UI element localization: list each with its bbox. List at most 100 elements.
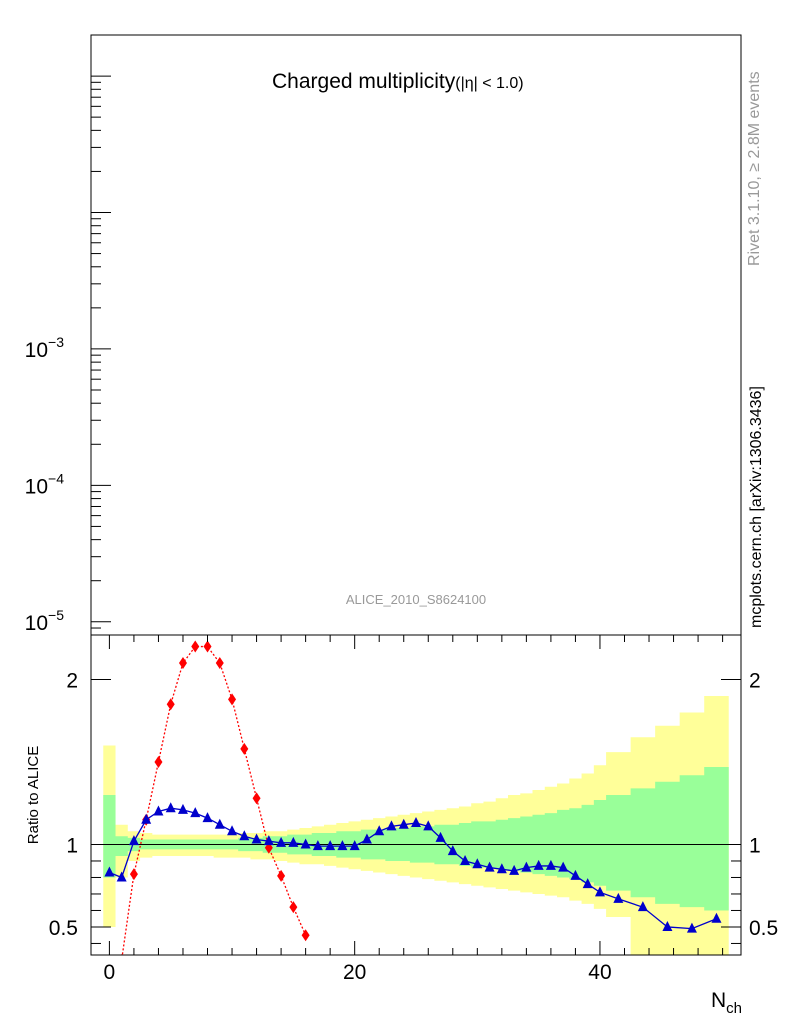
ratio-series xyxy=(104,640,722,955)
blue-triangle-marker xyxy=(521,861,532,872)
blue-triangle-marker xyxy=(509,864,520,875)
blue-triangle-marker xyxy=(711,912,722,923)
blue-triangle-marker xyxy=(447,845,458,856)
blue-triangle-marker xyxy=(411,817,421,828)
main-y-axis xyxy=(91,34,111,636)
red-diamond-marker xyxy=(215,657,224,670)
main-y-tick-label: 10−5 xyxy=(25,607,65,635)
rivet-version-label: Rivet 3.1.10, ≥ 2.8M events xyxy=(746,71,763,266)
plot-title: Charged multiplicity(|η| < 1.0) xyxy=(272,70,524,93)
blue-triangle-marker xyxy=(386,820,397,831)
blue-triangle-marker xyxy=(276,836,287,847)
blue-triangle-marker xyxy=(570,869,581,880)
red-diamond-marker xyxy=(120,953,123,955)
blue-triangle-marker xyxy=(686,922,697,933)
blue-triangle-marker xyxy=(141,813,152,824)
blue-triangle-marker xyxy=(202,812,213,823)
inner-uncertainty-band xyxy=(103,766,729,911)
x-tick-label: 40 xyxy=(588,961,611,984)
blue-triangle-marker xyxy=(165,802,176,813)
red-diamond-marker xyxy=(289,901,298,914)
ratio-axes-ticks xyxy=(91,635,741,955)
blue-triangle-marker xyxy=(263,835,274,846)
blue-triangle-marker xyxy=(239,830,250,841)
blue-triangle-marker xyxy=(227,825,238,836)
blue-triangle-marker xyxy=(594,886,605,897)
x-axis-label-sub: ch xyxy=(726,1000,742,1017)
red-diamond-marker xyxy=(154,756,163,769)
ratio-tick-labels: 0 20 40 0.5 0.5 1 1 2 2 xyxy=(49,670,778,984)
blue-triangle-marker xyxy=(533,859,544,870)
blue-triangle-marker xyxy=(177,803,188,814)
blue-triangle-marker xyxy=(251,833,262,844)
blue-triangle-marker xyxy=(214,818,225,829)
blue-triangle-marker xyxy=(288,836,299,847)
uncertainty-bands xyxy=(103,696,729,955)
plot-title-main: Charged multiplicity xyxy=(272,70,456,93)
blue-triangle-marker xyxy=(558,861,569,872)
blue-triangle-marker xyxy=(613,892,624,903)
blue-triangle-marker xyxy=(582,878,593,889)
blue-triangle-marker xyxy=(484,861,495,872)
main-y-tick-label: 10−4 xyxy=(25,470,65,498)
main-y-tick-exponent: −3 xyxy=(48,334,64,350)
main-y-tick-label: 10−3 xyxy=(25,334,65,362)
source-label: mcplots.cern.ch [arXiv:1306.3436] xyxy=(748,386,765,628)
x-tick-label: 0 xyxy=(104,961,116,984)
ratio-y-tick-label-right: 2 xyxy=(749,670,761,693)
red-diamond-marker xyxy=(240,742,249,755)
blue-triangle-marker xyxy=(423,820,434,831)
red-diamond-marker xyxy=(301,929,310,942)
blue-triangle-marker xyxy=(361,833,372,844)
blue-triangle-marker xyxy=(496,863,507,874)
blue-triangle-marker xyxy=(128,835,139,846)
blue-triangle-marker xyxy=(662,920,673,931)
blue-triangle-marker xyxy=(460,854,471,865)
main-y-tick-exponent: −4 xyxy=(48,470,64,486)
blue-triangle-marker xyxy=(435,831,446,842)
blue-triangle-marker xyxy=(300,838,311,849)
red-diamond-marker xyxy=(277,869,286,882)
blue-triangle-marker xyxy=(153,805,164,816)
blue-triangle-marker xyxy=(312,840,323,851)
ratio-y-tick-label: 2 xyxy=(66,670,78,693)
red-series-line xyxy=(121,645,307,955)
blue-triangle-marker xyxy=(398,818,409,829)
blue-triangle-marker xyxy=(472,858,483,869)
analysis-label: ALICE_2010_S8624100 xyxy=(346,592,486,607)
blue-triangle-marker xyxy=(637,901,648,912)
blue-triangle-marker xyxy=(374,825,385,836)
main-panel-frame xyxy=(90,34,742,636)
ratio-y-axis-label: Ratio to ALICE xyxy=(25,746,42,844)
red-diamond-marker xyxy=(252,792,261,805)
ratio-y-tick-label-right: 0.5 xyxy=(749,917,778,940)
ratio-y-tick-label: 1 xyxy=(66,834,78,857)
main-y-tick-labels: 10−510−410−3 xyxy=(25,334,65,635)
ratio-panel: 0 20 40 0.5 0.5 1 1 2 2 Ratio to ALICE Nch xyxy=(25,634,778,1017)
x-axis-label-main: N xyxy=(711,989,726,1012)
plot-title-suffix: (|η| < 1.0) xyxy=(455,75,523,92)
ratio-panel-frame xyxy=(90,634,742,956)
main-y-tick-base: 10 xyxy=(25,475,48,498)
blue-triangle-marker xyxy=(325,840,336,851)
red-diamond-marker xyxy=(129,868,138,881)
blue-series-line xyxy=(109,807,717,930)
blue-triangle-marker xyxy=(190,807,201,818)
main-y-tick-base: 10 xyxy=(25,339,48,362)
blue-triangle-marker xyxy=(349,840,360,851)
main-y-tick-base: 10 xyxy=(25,612,48,635)
blue-triangle-marker xyxy=(104,866,115,877)
x-axis-label: Nch xyxy=(711,989,742,1017)
main-panel: 10−510−410−3 Charged multiplicity(|η| < … xyxy=(25,34,742,636)
red-diamond-marker xyxy=(178,657,187,670)
red-diamond-marker xyxy=(203,640,212,653)
red-diamond-marker xyxy=(228,693,237,706)
x-tick-label: 20 xyxy=(343,961,366,984)
main-y-tick-exponent: −5 xyxy=(48,607,64,623)
red-diamond-marker xyxy=(191,640,200,653)
blue-triangle-marker xyxy=(545,859,556,870)
ratio-y-tick-label-right: 1 xyxy=(749,834,761,857)
blue-triangle-marker xyxy=(116,871,127,882)
blue-triangle-marker xyxy=(337,840,348,851)
